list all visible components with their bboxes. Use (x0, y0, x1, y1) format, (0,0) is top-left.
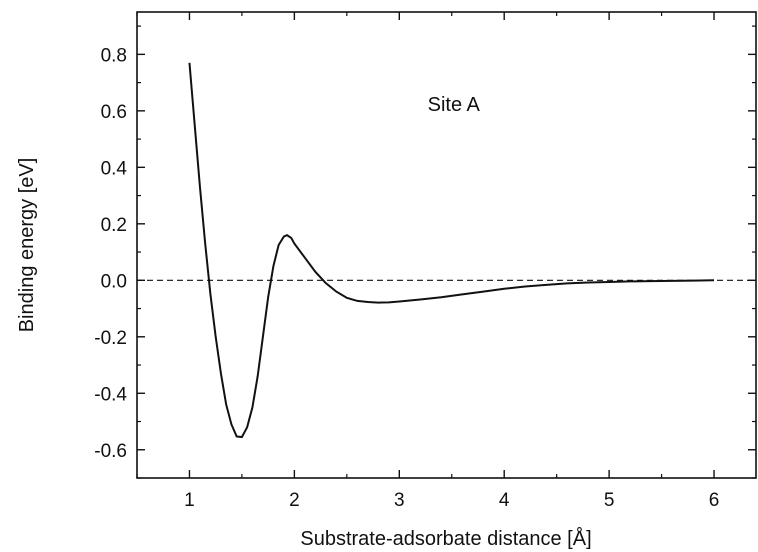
x-axis-label: Substrate-adsorbate distance [Å] (300, 527, 591, 550)
y-tick-label: 0.0 (101, 271, 127, 292)
y-tick-label: 0.8 (101, 45, 127, 66)
axis-ticks: 1 2 3 4 5 6 -0.6 -0.4 -0.2 0.0 0.2 0.4 0.6 0.8 (94, 12, 756, 511)
y-tick-label: -0.2 (94, 328, 127, 349)
x-tick-label: 6 (709, 490, 720, 511)
y-tick-label: 0.4 (101, 158, 128, 179)
x-tick-label: 1 (184, 490, 195, 511)
x-tick-label: 5 (604, 490, 615, 511)
y-tick-label: 0.6 (101, 102, 127, 123)
y-tick-label: 0.2 (101, 215, 127, 236)
x-tick-label: 3 (394, 490, 405, 511)
x-tick-label: 4 (499, 490, 510, 511)
series-line-binding-energy (188, 62, 715, 439)
x-tick-label: 2 (289, 490, 300, 511)
site-annotation: Site A (428, 94, 481, 116)
y-axis-label: Binding energy [eV] (16, 158, 38, 333)
plot-frame (136, 11, 757, 479)
y-tick-label: -0.4 (94, 384, 127, 405)
y-tick-label: -0.6 (94, 441, 127, 462)
